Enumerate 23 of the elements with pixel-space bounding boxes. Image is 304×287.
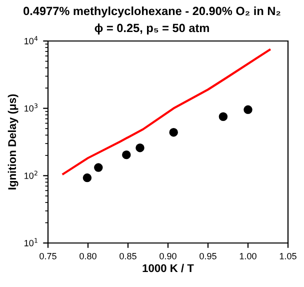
y-tick-label: 10$^{2}$ xyxy=(24,170,38,179)
x-tick-label: 0.90 xyxy=(160,252,176,260)
y-tick-label: 10$^{4}$ xyxy=(24,36,38,44)
x-tick-label: 0.95 xyxy=(200,252,216,260)
point xyxy=(82,173,92,182)
point xyxy=(94,163,103,172)
chart-subtitle: ϕ = 0.25, p₅ = 50 atm xyxy=(94,24,209,34)
y-tick-label: 10$^{1}$ xyxy=(24,238,38,246)
point xyxy=(218,112,228,121)
x-tick-label: 1.00 xyxy=(240,252,256,260)
x-axis-title: 1000 K / T xyxy=(142,264,194,272)
x-tick-label: 0.75 xyxy=(40,252,56,260)
x-tick-label: 0.85 xyxy=(120,252,136,260)
point xyxy=(136,143,144,152)
y-axis-title: Ignition Delay (μs) xyxy=(8,94,18,190)
y-tick-label: 10$^{3}$ xyxy=(24,103,38,112)
chart-title: 0.4977% methylcyclohexane - 20.90% O₂ in N₂ xyxy=(24,6,280,18)
x-tick-label: 1.05 xyxy=(280,252,296,260)
point xyxy=(122,150,131,160)
x-tick-label: 0.80 xyxy=(80,252,96,260)
point xyxy=(244,105,252,114)
line-series xyxy=(62,48,271,176)
point xyxy=(169,128,178,137)
